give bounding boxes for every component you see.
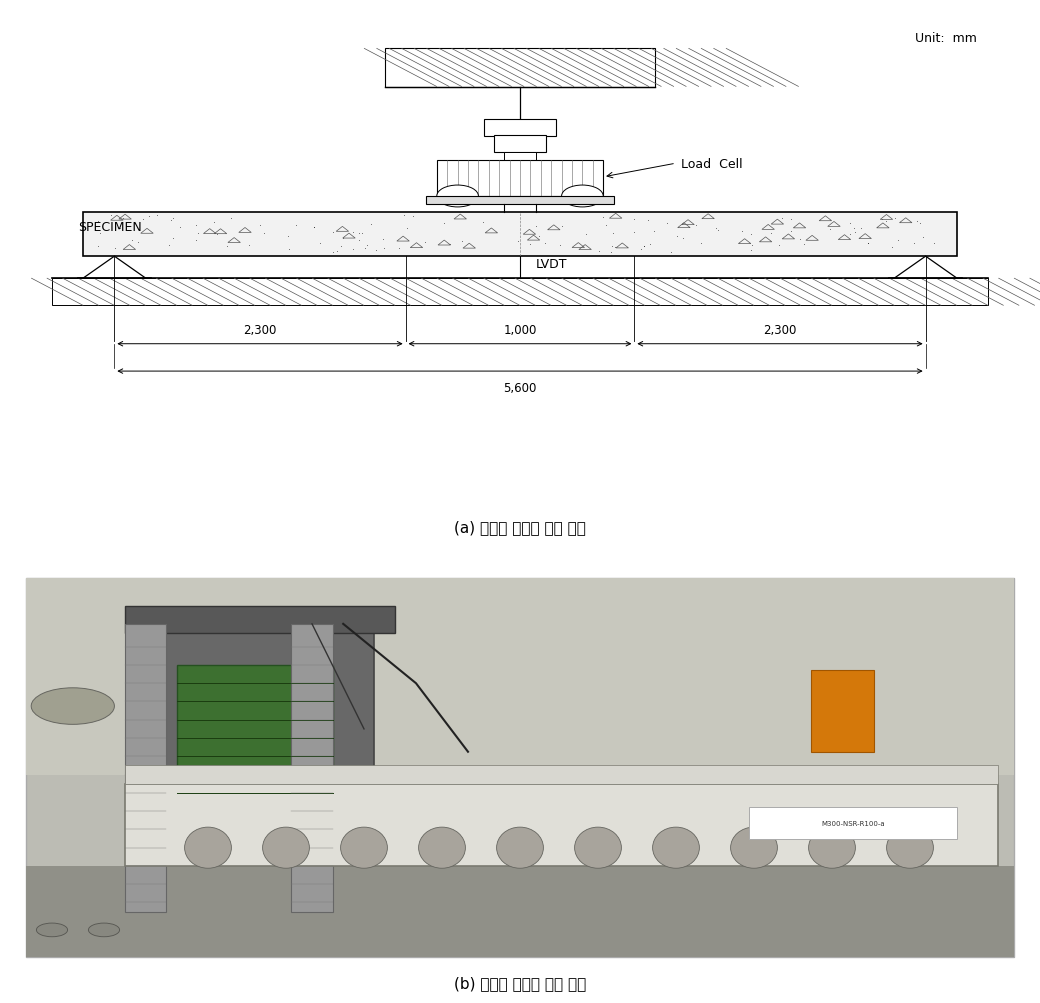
Text: (a) 휘성능 실험체 설치 도면: (a) 휘성능 실험체 설치 도면 <box>454 520 586 535</box>
Bar <box>494 135 546 153</box>
Bar <box>291 624 333 912</box>
Text: M300-NSR-R100-a: M300-NSR-R100-a <box>821 819 885 825</box>
Ellipse shape <box>809 827 855 869</box>
Text: Load  Cell: Load Cell <box>681 157 743 171</box>
Circle shape <box>562 186 603 208</box>
Bar <box>385 49 655 87</box>
Circle shape <box>31 688 114 724</box>
Text: 2,300: 2,300 <box>243 323 277 336</box>
Bar <box>504 152 536 161</box>
Text: SPECIMEN: SPECIMEN <box>78 221 141 234</box>
Bar <box>125 765 998 784</box>
Bar <box>125 624 166 912</box>
Bar <box>125 606 395 633</box>
Bar <box>437 161 603 197</box>
Text: 2,300: 2,300 <box>763 323 797 336</box>
Bar <box>811 670 874 752</box>
Ellipse shape <box>418 827 466 869</box>
Circle shape <box>437 186 478 208</box>
Polygon shape <box>83 257 146 279</box>
Text: LVDT: LVDT <box>536 258 567 271</box>
Bar <box>125 784 998 867</box>
Ellipse shape <box>341 827 387 869</box>
Ellipse shape <box>886 827 934 869</box>
Text: (b) 휘성능 실험체 설치 모습: (b) 휘성능 실험체 설치 모습 <box>453 975 587 990</box>
Circle shape <box>88 923 120 937</box>
Bar <box>83 214 957 257</box>
Bar <box>26 867 1014 957</box>
Text: Unit:  mm: Unit: mm <box>915 32 977 45</box>
Circle shape <box>36 923 68 937</box>
Ellipse shape <box>185 827 232 869</box>
Bar <box>146 624 374 853</box>
Ellipse shape <box>263 827 310 869</box>
Ellipse shape <box>575 827 622 869</box>
Polygon shape <box>894 257 957 279</box>
Bar <box>749 806 957 839</box>
Ellipse shape <box>730 827 778 869</box>
Bar <box>426 197 614 205</box>
Text: 1,000: 1,000 <box>503 323 537 336</box>
Ellipse shape <box>653 827 700 869</box>
Bar <box>52 279 988 306</box>
Bar <box>26 579 1014 774</box>
Text: 5,600: 5,600 <box>503 381 537 394</box>
Ellipse shape <box>497 827 543 869</box>
Bar <box>26 579 1014 957</box>
Bar <box>177 665 333 802</box>
Bar <box>484 120 556 136</box>
